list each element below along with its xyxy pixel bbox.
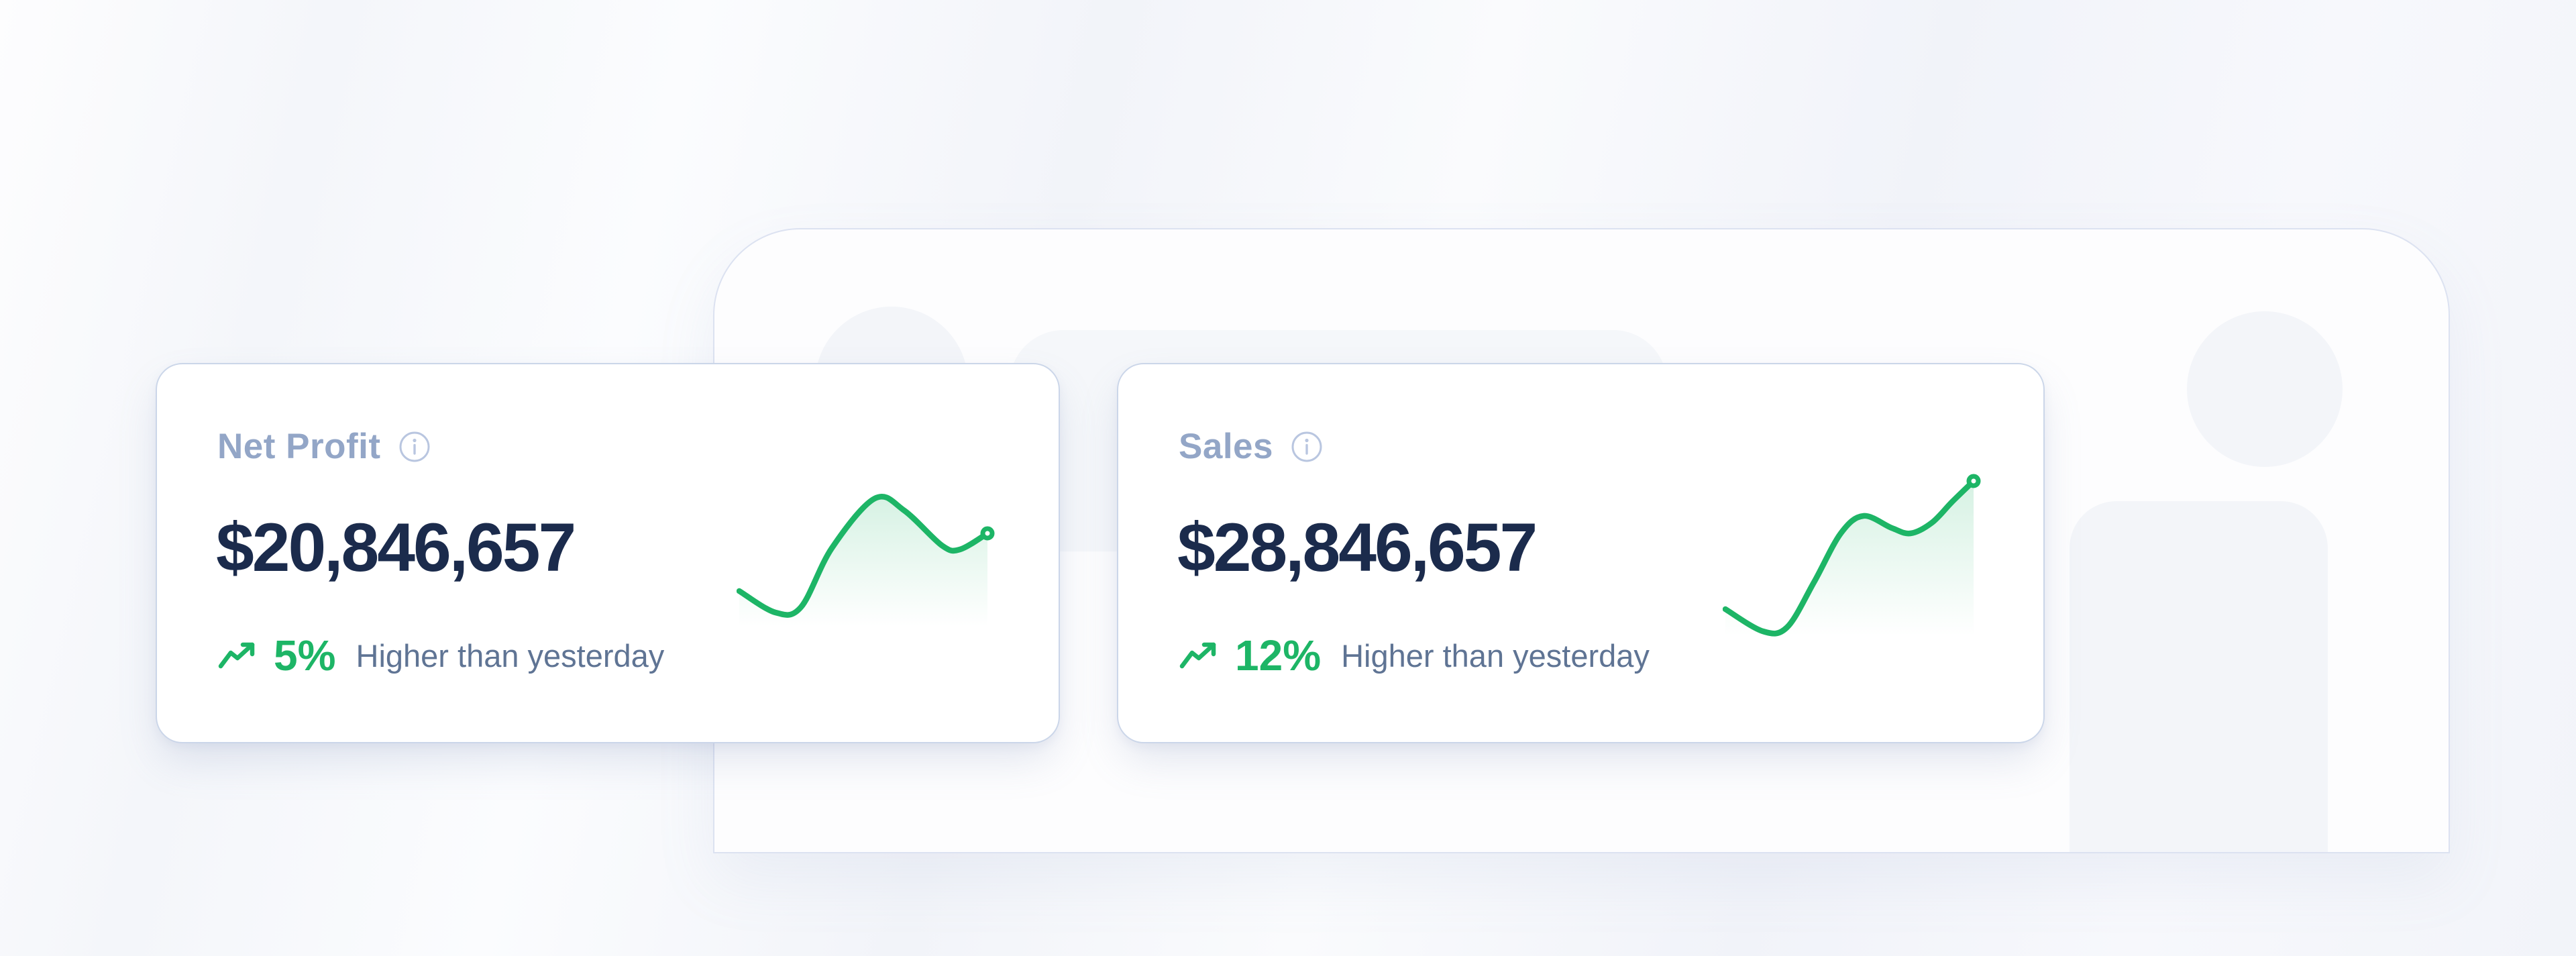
delta-caption: Higher than yesterday [356,637,665,674]
trending-up-icon [217,640,259,671]
sparkline-chart [737,494,995,626]
info-icon[interactable] [1291,431,1323,463]
card-title-row: Sales [1179,429,1323,464]
card-value: $28,846,657 [1177,509,1538,586]
delta-percent: 5% [274,631,336,680]
delta-caption: Higher than yesterday [1341,637,1650,674]
kpi-card-sales: Sales $28,846,657 12% Higher than yester… [1117,363,2045,743]
card-value: $20,846,657 [216,509,576,586]
card-title: Sales [1179,427,1274,466]
placeholder-body-block [2070,501,2328,852]
trending-up-icon [1179,640,1220,671]
delta-row: 5% Higher than yesterday [217,631,664,680]
info-icon[interactable] [398,431,431,463]
card-title-row: Net Profit [217,429,431,464]
delta-row: 12% Higher than yesterday [1179,631,1650,680]
delta-percent: 12% [1235,631,1322,680]
card-title: Net Profit [217,427,381,466]
sparkline-chart [1723,474,1981,637]
placeholder-avatar [2187,311,2343,467]
kpi-card-net-profit: Net Profit $20,846,657 5% Higher than ye… [156,363,1060,743]
